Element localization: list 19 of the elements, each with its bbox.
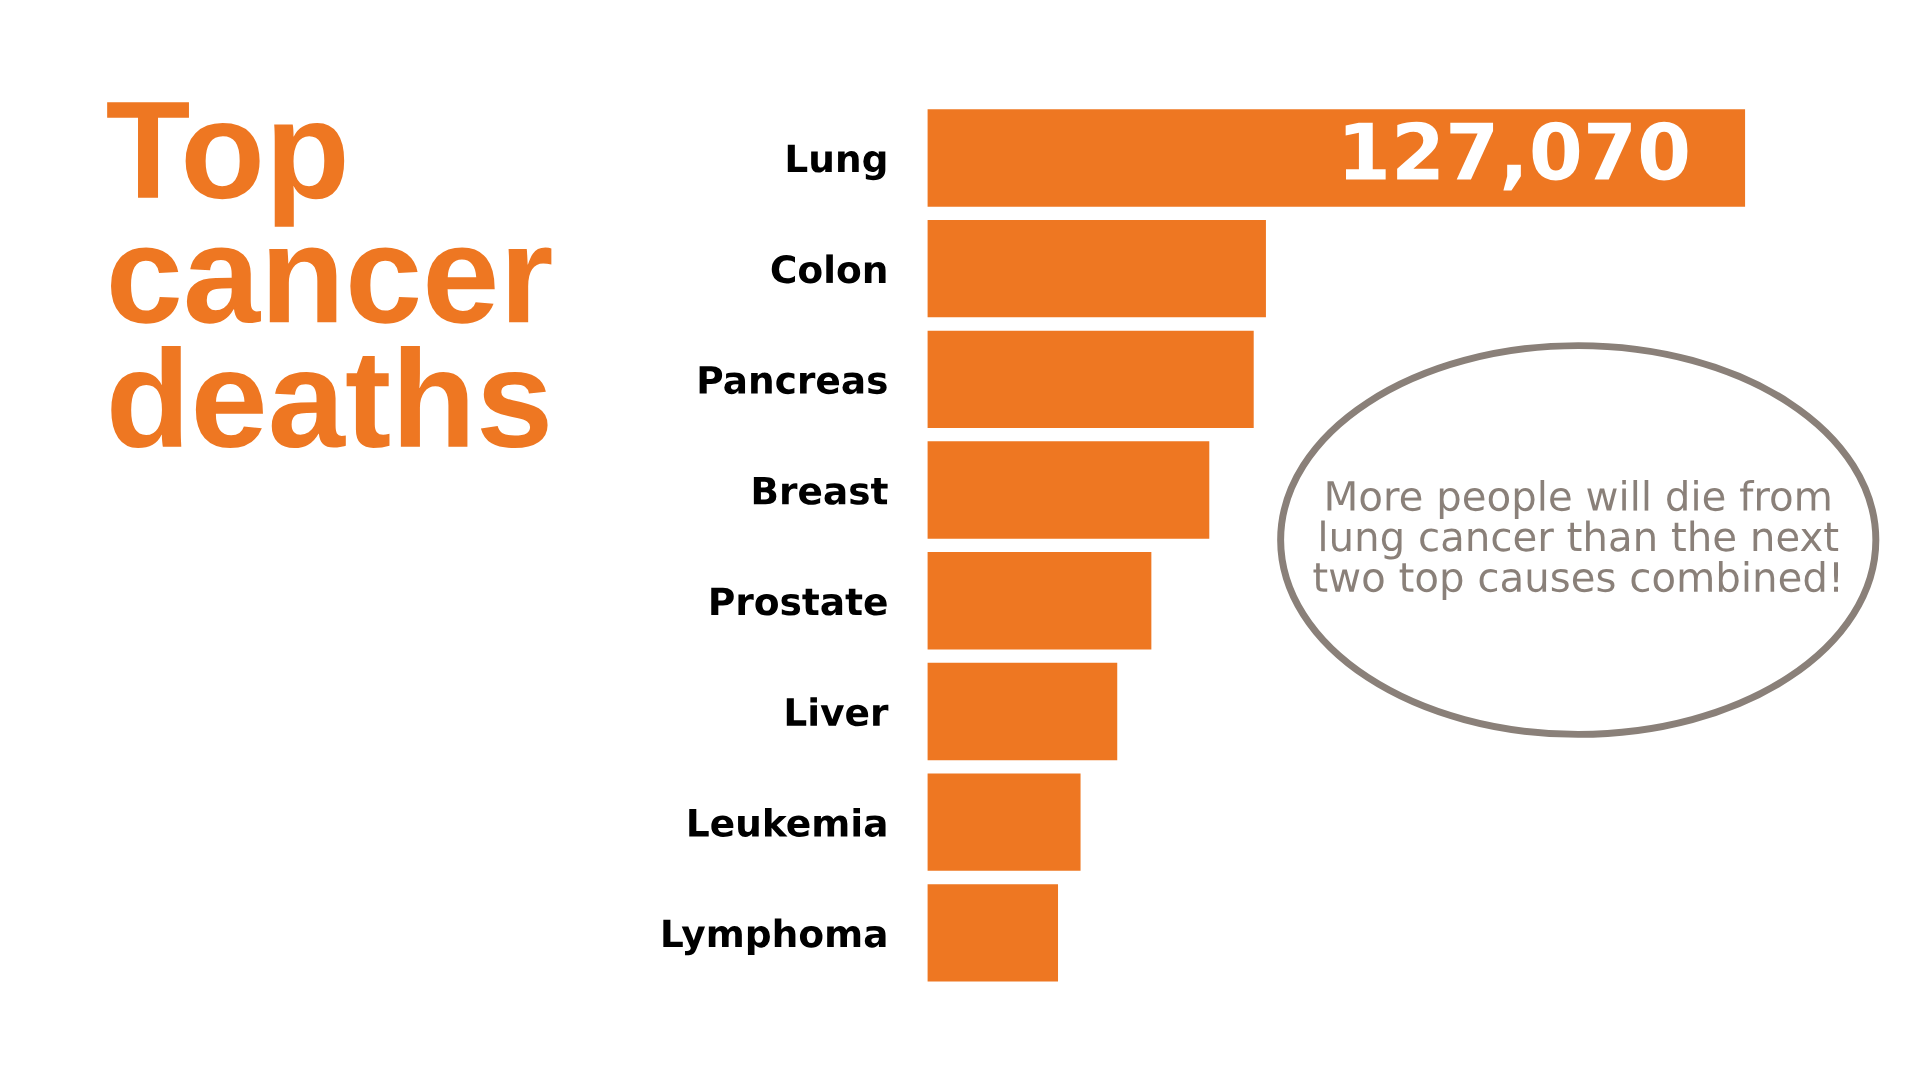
- text: Top cancer deaths: [107, 102, 552, 449]
- bar: [927, 330, 1254, 429]
- y-tick-label: Lung: [787, 144, 886, 181]
- bar: [927, 662, 1118, 761]
- y-tick-label: Liver: [786, 697, 889, 727]
- bar: [927, 773, 1081, 871]
- bar: [927, 441, 1210, 539]
- bar: [927, 219, 1266, 318]
- y-tick-label: Lymphoma: [663, 918, 886, 956]
- data-label: 127,070: [1345, 121, 1688, 191]
- y-tick-label: Prostate: [711, 587, 887, 616]
- bar: [927, 552, 1152, 650]
- y-tick-label: Breast: [753, 476, 888, 505]
- y-tick-label: Pancreas: [699, 366, 887, 395]
- y-tick-label: Leukemia: [689, 807, 886, 837]
- annotation: More people will die from lung cancer than the next two top causes combined!: [1313, 480, 1839, 600]
- y-tick-label: Colon: [771, 254, 886, 284]
- bar: [927, 109, 1746, 207]
- bar: [927, 884, 1059, 982]
